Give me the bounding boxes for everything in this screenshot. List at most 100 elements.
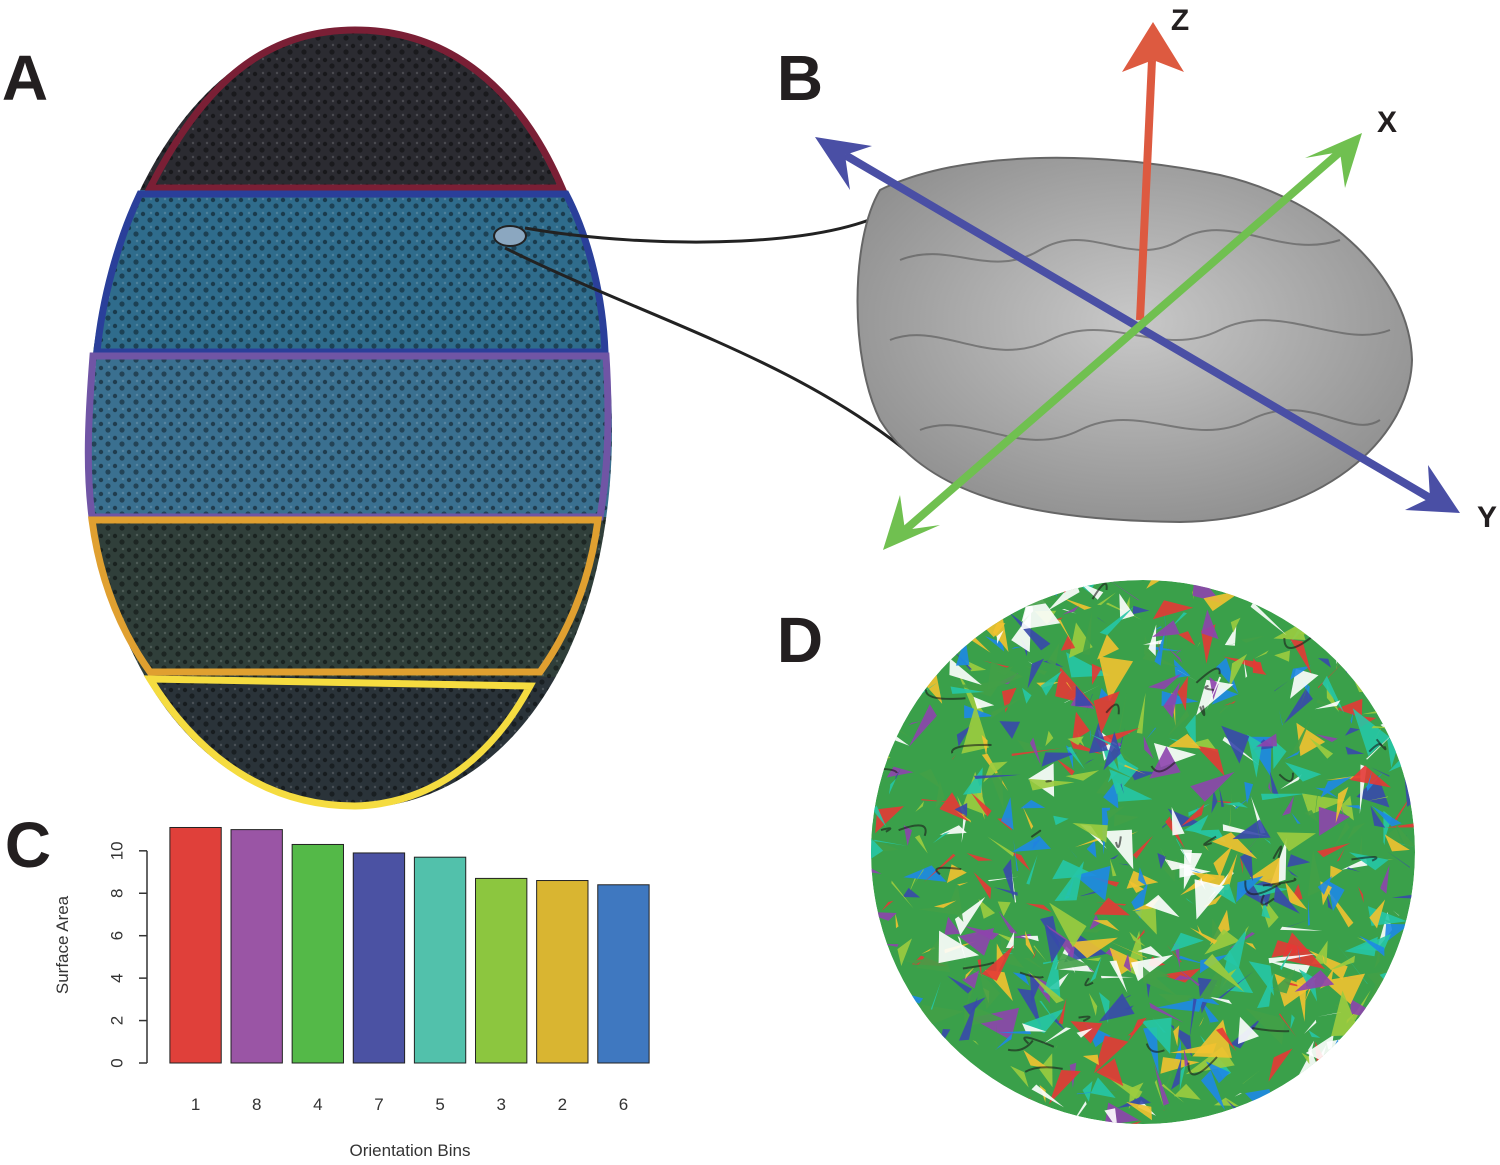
map-patch	[1067, 685, 1075, 695]
map-patch	[1048, 1070, 1081, 1105]
ridge	[1272, 845, 1283, 860]
map-patch	[1317, 843, 1351, 858]
map-patch	[1243, 659, 1248, 678]
map-patch	[1009, 612, 1051, 651]
map-patch	[871, 903, 872, 917]
map-patch	[917, 1050, 927, 1051]
map-patch	[959, 1085, 974, 1120]
map-patch	[1412, 1024, 1415, 1050]
map-patch	[1315, 1084, 1325, 1122]
map-patch	[1305, 596, 1317, 633]
ridge	[1145, 1043, 1165, 1053]
map-patch	[1031, 1084, 1064, 1108]
map-patch	[1020, 1096, 1033, 1106]
ridge	[1084, 977, 1094, 987]
map-patch	[1256, 819, 1265, 864]
map-patch	[952, 754, 957, 760]
map-patch	[1321, 840, 1333, 850]
map-patch	[1373, 1104, 1392, 1124]
map-patch	[1229, 793, 1232, 827]
map-patch	[1118, 690, 1127, 734]
map-patch	[1344, 727, 1360, 736]
map-patch	[1404, 1033, 1415, 1074]
map-patch	[954, 803, 968, 817]
map-patch	[1006, 931, 1015, 949]
map-patch	[1025, 930, 1035, 957]
map-patch	[1148, 673, 1183, 690]
map-patch	[1317, 1012, 1342, 1017]
map-patch	[1189, 927, 1218, 945]
map-patch	[1176, 838, 1189, 863]
map-patch	[1272, 969, 1295, 994]
map-patch	[1177, 669, 1201, 684]
map-patch	[871, 683, 894, 704]
map-patch	[1120, 783, 1124, 794]
map-patch	[1363, 580, 1383, 587]
map-patch	[1054, 1045, 1058, 1051]
map-patch	[1354, 640, 1367, 659]
map-patch	[1144, 635, 1153, 657]
map-patch	[1065, 770, 1100, 781]
ridge	[1253, 1102, 1272, 1114]
map-patch	[1245, 925, 1249, 935]
map-patch	[1380, 864, 1390, 894]
map-patch	[1137, 946, 1164, 958]
map-patch	[1167, 808, 1203, 828]
map-patch	[1291, 812, 1301, 824]
ridge	[1045, 779, 1052, 783]
map-patch	[1145, 894, 1180, 918]
map-patch	[888, 778, 896, 795]
map-patch	[966, 853, 993, 861]
map-patch	[1325, 775, 1363, 780]
map-patch	[1175, 649, 1182, 655]
ridge	[1375, 738, 1387, 751]
map-patch	[1242, 1069, 1262, 1084]
map-patch	[1343, 1044, 1364, 1061]
map-patch	[1369, 580, 1372, 590]
map-patch	[1335, 1101, 1347, 1124]
ridge	[1260, 894, 1275, 906]
map-patch	[1369, 1022, 1377, 1035]
map-patch	[899, 1045, 932, 1084]
map-patch	[1323, 973, 1366, 1005]
map-patch	[878, 615, 897, 627]
map-patch	[993, 611, 1009, 652]
map-patch	[1320, 776, 1353, 798]
map-patch	[886, 766, 914, 778]
map-patch	[1322, 675, 1345, 714]
map-patch	[886, 1060, 917, 1088]
map-patch	[1072, 823, 1108, 843]
map-patch	[1103, 731, 1121, 771]
map-patch	[873, 1021, 907, 1036]
map-patch	[1268, 961, 1310, 975]
map-patch	[1040, 670, 1063, 696]
map-patch	[1027, 973, 1050, 1004]
map-patch	[1271, 940, 1311, 958]
map-patch	[984, 636, 1005, 652]
bar	[230, 829, 283, 1064]
map-patch	[1394, 821, 1415, 848]
map-patch	[880, 725, 891, 760]
map-patch	[1093, 920, 1120, 931]
map-patch	[961, 816, 966, 843]
map-patch	[1116, 782, 1153, 802]
map-patch	[872, 1057, 899, 1064]
map-patch	[1185, 897, 1194, 905]
map-patch	[993, 887, 1018, 896]
map-patch	[1385, 703, 1405, 722]
map-patch	[1194, 580, 1223, 587]
connector	[504, 246, 921, 464]
map-patch	[1167, 647, 1183, 663]
panel-label: B	[777, 42, 823, 114]
map-patch	[1417, 790, 1434, 812]
map-patch	[1131, 954, 1174, 982]
map-patch	[1290, 665, 1311, 680]
map-patch	[924, 583, 948, 601]
map-patch	[1219, 694, 1241, 715]
map-patch	[1208, 1009, 1210, 1026]
map-patch	[1239, 856, 1243, 874]
map-patch	[1373, 580, 1404, 582]
map-patch	[1001, 797, 1014, 830]
map-patch	[1097, 592, 1116, 606]
map-patch	[1173, 1040, 1182, 1063]
